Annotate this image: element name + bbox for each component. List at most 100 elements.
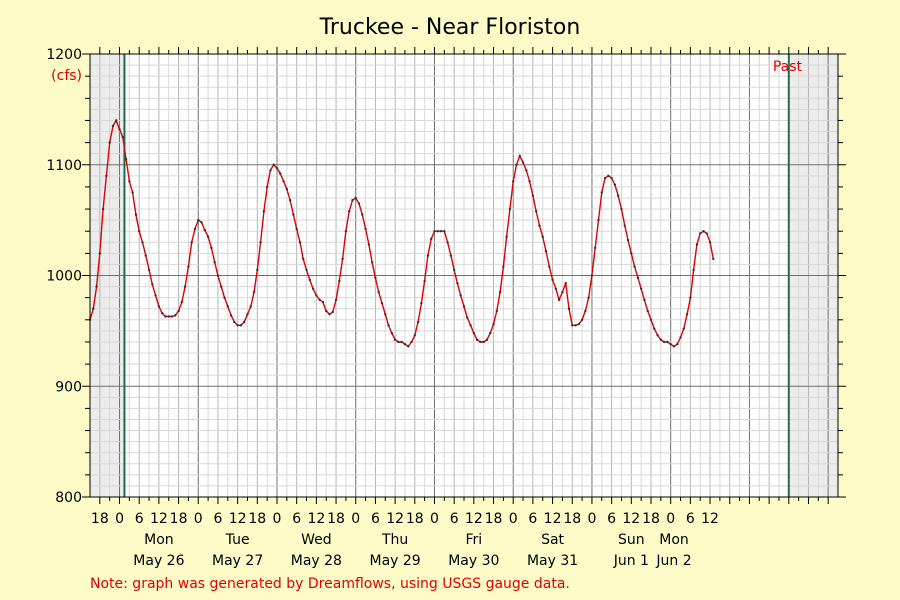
data-point	[613, 183, 617, 186]
data-point	[682, 327, 686, 330]
footnote: Note: graph was generated by Dreamflows,…	[90, 576, 570, 592]
data-point	[302, 257, 305, 261]
data-point	[272, 163, 275, 166]
data-point	[361, 213, 364, 216]
data-point	[288, 198, 292, 202]
data-point	[249, 305, 252, 308]
data-point	[551, 278, 554, 282]
data-point	[170, 315, 174, 318]
data-point	[354, 196, 357, 200]
data-point	[311, 287, 315, 290]
hour-tick-label: 6	[607, 511, 616, 527]
hour-tick-label: 0	[587, 511, 596, 527]
hour-tick-label: 18	[327, 511, 345, 527]
data-point	[242, 320, 246, 324]
data-point	[508, 207, 512, 211]
data-point	[325, 309, 328, 313]
hour-tick-label: 12	[544, 511, 562, 527]
y-tick-label: 1200	[46, 47, 82, 63]
series-layer	[88, 118, 715, 348]
data-point	[574, 324, 577, 327]
data-point	[233, 320, 236, 324]
data-point	[285, 187, 289, 191]
day-weekday-label: Tue	[225, 532, 250, 548]
data-point	[374, 276, 377, 279]
data-point	[410, 340, 413, 344]
data-point	[626, 238, 630, 242]
data-point	[377, 290, 380, 294]
hour-tick-label: 12	[150, 511, 168, 527]
data-point	[400, 340, 403, 344]
data-point	[495, 309, 499, 313]
data-point	[439, 230, 443, 233]
grid	[90, 54, 838, 497]
hour-tick-label: 12	[465, 511, 483, 527]
y-tick-label: 1100	[46, 158, 82, 174]
data-point	[397, 340, 400, 344]
hour-tick-label: 18	[170, 511, 188, 527]
data-point	[649, 318, 653, 321]
hour-tick-label: 12	[701, 511, 719, 527]
data-point	[446, 241, 449, 244]
data-point	[426, 254, 430, 257]
data-point	[498, 290, 502, 294]
data-point	[623, 224, 626, 227]
y-tick-label: 900	[55, 379, 82, 395]
data-point	[475, 338, 479, 341]
data-point	[101, 207, 105, 211]
hour-tick-label: 18	[563, 511, 581, 527]
data-point	[341, 257, 344, 261]
data-point	[459, 294, 462, 297]
data-point	[413, 334, 416, 337]
data-point	[548, 265, 551, 268]
data-point	[666, 340, 669, 344]
data-point	[370, 261, 374, 264]
data-point	[594, 246, 597, 250]
y-axis-ticks: 800 900 1000 1100 1200	[46, 47, 846, 506]
hour-tick-label: 6	[135, 511, 144, 527]
data-point	[295, 227, 298, 231]
data-point	[708, 241, 712, 244]
data-point	[328, 313, 331, 316]
hour-tick-label: 12	[307, 511, 325, 527]
data-point	[157, 305, 161, 308]
data-point	[220, 285, 223, 288]
data-point	[226, 305, 229, 308]
data-point	[577, 323, 581, 326]
data-point	[643, 298, 646, 302]
hour-tick-label: 12	[229, 511, 247, 527]
data-point	[528, 180, 531, 183]
data-point	[452, 268, 456, 272]
hour-tick-label: 12	[386, 511, 404, 527]
data-point	[639, 287, 643, 290]
data-point	[124, 158, 128, 161]
day-weekday-label: Fri	[465, 532, 482, 548]
data-point	[538, 224, 541, 227]
data-point	[672, 345, 676, 348]
data-point	[656, 334, 659, 337]
data-point	[531, 194, 535, 197]
data-point	[564, 282, 567, 285]
data-point	[121, 135, 125, 139]
data-point	[167, 315, 170, 318]
data-point	[315, 294, 318, 297]
data-point	[567, 307, 571, 310]
day-weekday-label: Sat	[541, 532, 564, 548]
day-date-label: May 30	[448, 553, 499, 569]
data-point	[607, 174, 610, 178]
data-point	[443, 230, 446, 233]
data-point	[252, 290, 256, 294]
data-point	[416, 320, 420, 324]
data-point	[384, 313, 387, 316]
data-point	[584, 309, 587, 313]
data-point	[702, 230, 705, 233]
day-weekday-label: Mon	[659, 532, 689, 548]
data-point	[144, 254, 147, 257]
data-point	[105, 174, 108, 178]
data-point	[246, 313, 249, 316]
data-point	[603, 176, 607, 180]
day-date-label: May 31	[527, 553, 578, 569]
data-point	[187, 265, 190, 268]
data-point	[334, 298, 338, 302]
